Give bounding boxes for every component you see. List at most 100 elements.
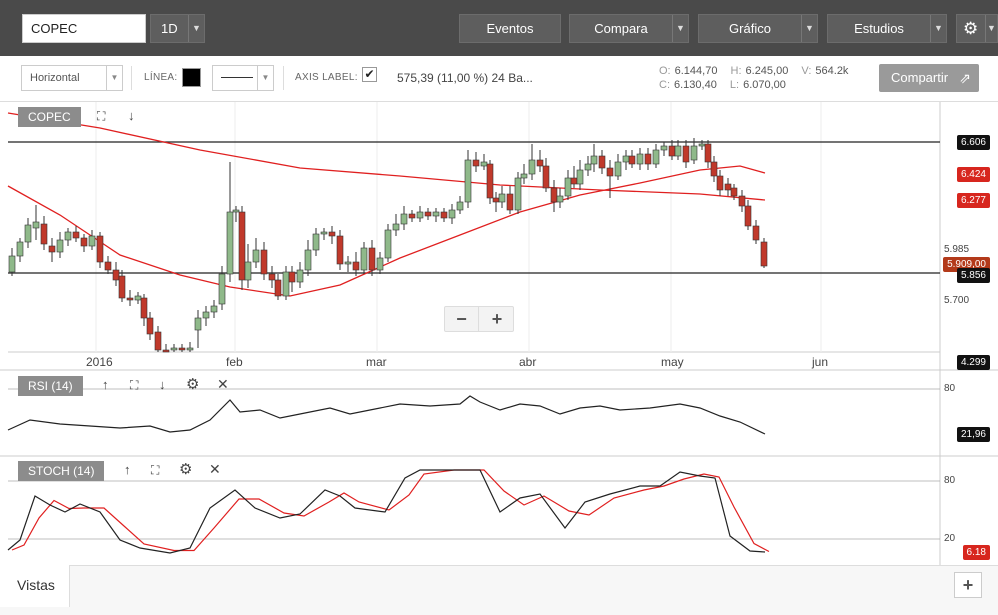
- studies-label: Estudios: [854, 21, 904, 36]
- maximize-icon[interactable]: ⛶: [151, 463, 160, 477]
- checkmark-icon: ✔: [364, 67, 375, 81]
- x-tick-label: abr: [519, 355, 537, 369]
- candle-body: [464, 159, 472, 203]
- candle-body: [536, 159, 544, 167]
- divider: [131, 66, 132, 90]
- candle-body: [96, 235, 104, 263]
- interval-label: 1D: [161, 21, 178, 36]
- candle-body: [652, 149, 660, 165]
- x-tick-label: feb: [226, 355, 243, 369]
- candle-body: [606, 167, 614, 177]
- candle-body: [252, 249, 260, 263]
- close-icon[interactable]: ✕: [217, 376, 229, 392]
- candle-body: [274, 279, 282, 297]
- share-button[interactable]: Compartir ⇗: [879, 64, 979, 92]
- candle-body: [710, 161, 718, 177]
- stoch-level-low-label: 20: [944, 533, 956, 544]
- candle-body: [690, 145, 698, 161]
- maximize-icon[interactable]: ⛶: [130, 378, 139, 392]
- gear-icon[interactable]: ⚙: [179, 461, 193, 478]
- gear-icon: ⚙: [963, 19, 979, 38]
- candle-body: [72, 231, 80, 239]
- candle-body: [480, 161, 488, 167]
- candle-body: [352, 261, 360, 271]
- zoom-in-button[interactable]: +: [491, 309, 503, 329]
- line-color-swatch[interactable]: [182, 68, 201, 87]
- rsi-level-label: 80: [944, 383, 956, 394]
- chart-type-dropdown[interactable]: Gráfico ▼: [698, 14, 818, 43]
- candle-body: [542, 165, 550, 189]
- candle-body: [456, 201, 464, 211]
- close-value: 6.130,40: [674, 79, 717, 91]
- stoch-value-badge: 6.18: [962, 545, 990, 560]
- candle-body: [440, 211, 448, 219]
- arrow-up-icon[interactable]: ↑: [124, 462, 131, 477]
- x-tick-label: 2016: [86, 355, 113, 369]
- chart-type-label: Gráfico: [729, 21, 771, 36]
- ohlc-row-1: O: 6.144,70 H: 6.245,00 V: 564.2k: [659, 65, 849, 77]
- candle-body: [140, 297, 148, 319]
- candle-body: [260, 249, 268, 275]
- drawing-style-select[interactable]: Horizontal ▼: [21, 65, 123, 91]
- add-view-button[interactable]: +: [954, 572, 982, 598]
- stoch-k-line: [7, 469, 766, 554]
- rsi-panel-label: RSI (14): [18, 376, 83, 396]
- arrow-up-icon[interactable]: ↑: [102, 377, 109, 392]
- candle-body: [218, 273, 226, 305]
- candle-body: [590, 155, 598, 165]
- chart-area[interactable]: [0, 102, 998, 567]
- compare-dropdown[interactable]: Compara ▼: [569, 14, 689, 43]
- candle-body: [752, 225, 760, 241]
- interval-dropdown[interactable]: 1D ▼: [150, 14, 205, 43]
- axis-label-checkbox[interactable]: ✔: [362, 67, 377, 82]
- candle-body: [514, 177, 522, 211]
- candle-body: [644, 153, 652, 165]
- candle-body: [416, 211, 424, 219]
- arrow-down-icon[interactable]: ↓: [128, 108, 135, 123]
- ma-long-line: [7, 112, 766, 201]
- events-button[interactable]: Eventos: [459, 14, 561, 43]
- chevron-down-icon: ▼: [106, 66, 122, 90]
- gear-icon[interactable]: ⚙: [186, 376, 200, 393]
- bottom-price-badge: 4.299: [956, 355, 990, 370]
- maximize-icon[interactable]: ⛶: [97, 109, 106, 123]
- arrow-down-icon[interactable]: ↓: [159, 377, 166, 392]
- candle-body: [170, 347, 178, 351]
- candle-body: [344, 261, 352, 265]
- zoom-out-button[interactable]: −: [445, 307, 479, 331]
- divider: [283, 66, 284, 90]
- candle-body: [80, 237, 88, 247]
- close-icon[interactable]: ✕: [209, 461, 221, 477]
- candle-body: [64, 231, 72, 241]
- y-tick-label: 5.700: [944, 295, 970, 306]
- candle-body: [244, 261, 252, 281]
- candle-body: [520, 173, 528, 179]
- candle-body: [550, 187, 558, 203]
- chevron-down-icon: ▼: [188, 15, 204, 42]
- studies-dropdown[interactable]: Estudios ▼: [827, 14, 947, 43]
- candle-body: [564, 177, 572, 197]
- settings-dropdown[interactable]: ⚙ ▼: [956, 14, 998, 43]
- volume-value: 564.2k: [815, 65, 849, 77]
- top-bar: 1D ▼ Eventos Compara ▼ Gráfico ▼ Estudio…: [0, 0, 998, 56]
- views-tab[interactable]: Vistas: [0, 565, 70, 607]
- rsi-line: [7, 395, 766, 435]
- candle-body: [24, 224, 32, 243]
- candle-body: [556, 195, 564, 203]
- candle-body: [282, 271, 290, 297]
- candle-body: [486, 163, 494, 199]
- candle-body: [576, 169, 584, 185]
- chevron-down-icon: ▼: [985, 15, 997, 42]
- candle-body: [8, 255, 16, 273]
- candle-body: [126, 297, 134, 301]
- candle-body: [674, 145, 682, 157]
- candle-body: [498, 193, 506, 203]
- hline-bottom-badge: 5.856: [956, 268, 990, 283]
- candle-body: [628, 155, 636, 165]
- ma-long-badge: 6.277: [956, 193, 990, 208]
- candle-body: [296, 269, 304, 283]
- symbol-input[interactable]: [22, 14, 146, 43]
- y-tick-label: 5.985: [944, 244, 970, 255]
- line-style-select[interactable]: ▼: [212, 65, 274, 91]
- candle-body: [584, 163, 592, 171]
